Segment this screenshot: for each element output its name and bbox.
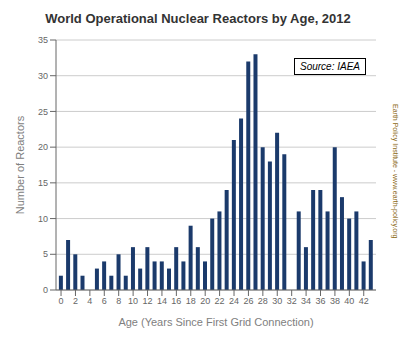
svg-text:34: 34 — [301, 296, 311, 306]
svg-text:42: 42 — [359, 296, 369, 306]
svg-text:4: 4 — [87, 296, 92, 306]
svg-text:10: 10 — [128, 296, 138, 306]
html-text:World Operational Nuclear Reac: World Operational Nuclear Reactors by Ag… — [45, 11, 351, 26]
svg-text:14: 14 — [157, 296, 167, 306]
svg-text:5: 5 — [43, 249, 48, 259]
svg-text:2: 2 — [73, 296, 78, 306]
svg-text:12: 12 — [143, 296, 153, 306]
svg-text:28: 28 — [258, 296, 268, 306]
svg-text:10: 10 — [38, 214, 48, 224]
svg-text:6: 6 — [102, 296, 107, 306]
svg-text:36: 36 — [315, 296, 325, 306]
html-text:Earth Policy Institute - www.e: Earth Policy Institute - www.earth-polic… — [391, 103, 399, 239]
svg-text:24: 24 — [229, 296, 239, 306]
svg-text:0: 0 — [43, 285, 48, 295]
svg-text:16: 16 — [171, 296, 181, 306]
svg-text:35: 35 — [38, 35, 48, 45]
svg-text:38: 38 — [330, 296, 340, 306]
svg-text:18: 18 — [186, 296, 196, 306]
svg-text:32: 32 — [287, 296, 297, 306]
svg-text:30: 30 — [38, 71, 48, 81]
html-text:Source: IAEA: Source: IAEA — [300, 61, 360, 72]
svg-text:30: 30 — [272, 296, 282, 306]
svg-text:22: 22 — [215, 296, 225, 306]
svg-text:40: 40 — [344, 296, 354, 306]
svg-text:0: 0 — [59, 296, 64, 306]
svg-text:Age (Years Since First Grid Co: Age (Years Since First Grid Connection) — [118, 316, 313, 328]
svg-text:20: 20 — [200, 296, 210, 306]
svg-text:Number of Reactors: Number of Reactors — [14, 115, 26, 214]
svg-text:26: 26 — [243, 296, 253, 306]
svg-text:8: 8 — [116, 296, 121, 306]
svg-text:25: 25 — [38, 107, 48, 117]
svg-text:15: 15 — [38, 178, 48, 188]
svg-text:20: 20 — [38, 142, 48, 152]
